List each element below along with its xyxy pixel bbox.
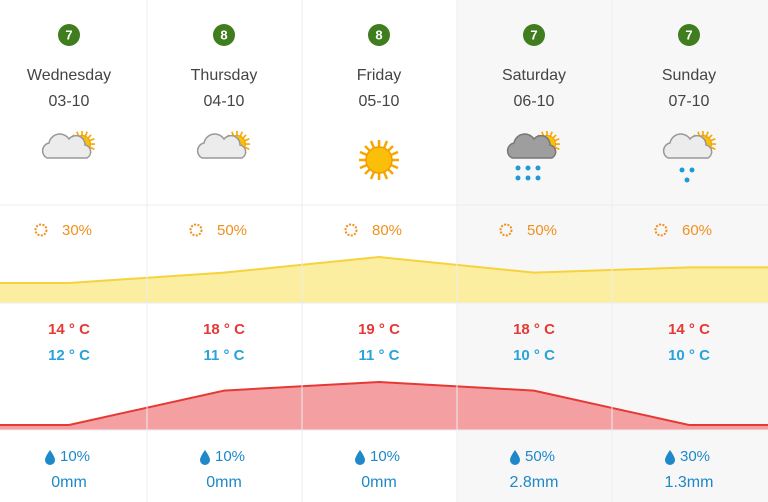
- drop-icon: [45, 450, 55, 465]
- rain-amount: 2.8mm: [510, 474, 559, 491]
- sun-glyph: [344, 223, 358, 237]
- day-date: 05-10: [359, 93, 400, 110]
- low-temp: 11 ° C: [358, 347, 399, 364]
- low-temp: 12 ° C: [48, 347, 90, 364]
- day-date: 06-10: [514, 93, 555, 110]
- temp-line: [68, 380, 690, 426]
- day-badge: [58, 24, 80, 46]
- badge-number: 7: [530, 27, 537, 42]
- rain-amount: 0mm: [361, 474, 397, 491]
- sun-percent: 30%: [62, 222, 92, 239]
- low-temp: 11 ° C: [203, 347, 244, 364]
- day-badge: [523, 24, 545, 46]
- sun-percent: 50%: [527, 222, 557, 239]
- icon-sunny: [357, 138, 401, 182]
- rain-amount: 1.3mm: [665, 474, 714, 491]
- day-name: Sunday: [662, 67, 716, 84]
- sun-area: [0, 257, 768, 303]
- icon-rain-light: [662, 130, 717, 183]
- low-temp: 10 ° C: [668, 347, 710, 364]
- sun-percent: 50%: [217, 222, 247, 239]
- rain-amount: 0mm: [206, 474, 242, 491]
- rain-chance: 50%: [525, 448, 555, 465]
- badge-number: 8: [375, 27, 382, 42]
- sun-percent: 60%: [682, 222, 712, 239]
- high-temp: 19 ° C: [358, 321, 400, 338]
- day-name: Friday: [357, 67, 401, 84]
- day-badge: [213, 24, 235, 46]
- high-temp: 14 ° C: [668, 321, 710, 338]
- high-temp: 18 ° C: [513, 321, 555, 338]
- rain-chance: 10%: [215, 448, 245, 465]
- day-name: Wednesday: [27, 67, 111, 84]
- badge-number: 8: [220, 27, 227, 42]
- weather-icons: [41, 130, 717, 183]
- rain-chance: 10%: [60, 448, 90, 465]
- high-temp: 14 ° C: [48, 321, 90, 338]
- sun-glyph: [654, 223, 668, 237]
- rain-chance: 30%: [680, 448, 710, 465]
- drop-icon: [355, 450, 365, 465]
- sun-glyph: [189, 223, 203, 237]
- drop-icon: [200, 450, 210, 465]
- drop-icon: [510, 450, 520, 465]
- sun-percent: 80%: [372, 222, 402, 239]
- day-name: Thursday: [191, 67, 258, 84]
- day-date: 03-10: [49, 93, 90, 110]
- sun-glyph: [499, 223, 513, 237]
- icon-rain-heavy: [506, 130, 561, 181]
- day-date: 07-10: [669, 93, 710, 110]
- icon-partly-cloudy: [41, 130, 96, 159]
- day-badge: [678, 24, 700, 46]
- low-temp: 10 ° C: [513, 347, 555, 364]
- temp-area: [0, 382, 768, 430]
- rain-amount: 0mm: [51, 474, 87, 491]
- badge-number: 7: [685, 27, 692, 42]
- sun-glyph: [34, 223, 48, 237]
- day-badge: [368, 24, 390, 46]
- badge-number: 7: [65, 27, 72, 42]
- day-date: 04-10: [204, 93, 245, 110]
- high-temp: 18 ° C: [203, 321, 245, 338]
- icon-partly-cloudy: [196, 130, 251, 159]
- rain-chance: 10%: [370, 448, 400, 465]
- drop-icon: [665, 450, 675, 465]
- sun-line: [68, 255, 690, 284]
- day-name: Saturday: [502, 67, 566, 84]
